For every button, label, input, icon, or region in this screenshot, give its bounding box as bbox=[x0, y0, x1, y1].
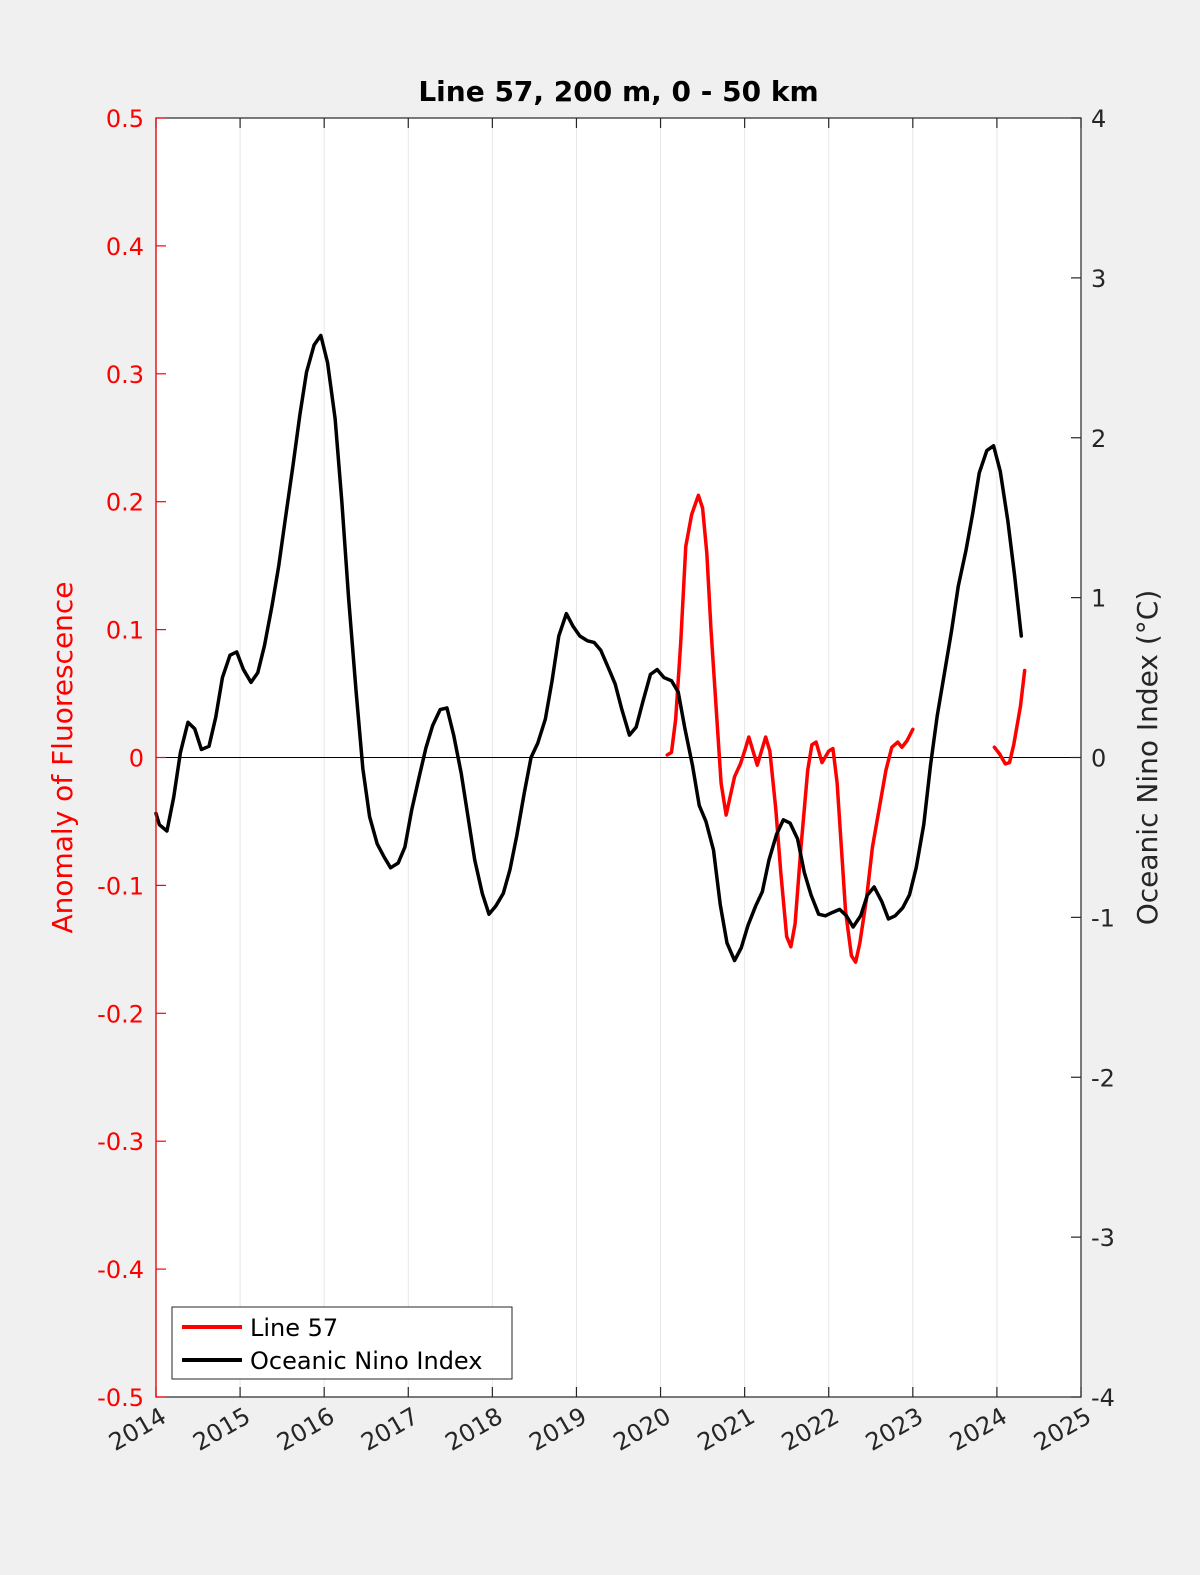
legend: Line 57 Oceanic Nino Index bbox=[171, 1306, 513, 1380]
y-right-tick-label: -2 bbox=[1091, 1064, 1115, 1092]
y-right-tick-label: 1 bbox=[1091, 585, 1106, 613]
legend-label-oni: Oceanic Nino Index bbox=[250, 1347, 482, 1375]
y-axis-right-label: Oceanic Nino Index (°C) bbox=[1131, 590, 1164, 926]
legend-label-line-57: Line 57 bbox=[250, 1314, 338, 1342]
y-left-tick-label: 0.3 bbox=[106, 361, 144, 389]
y-left-tick-label: 0.1 bbox=[106, 617, 144, 645]
y-left-tick-label: -0.2 bbox=[97, 1000, 144, 1028]
y-left-tick-label: -0.3 bbox=[97, 1128, 144, 1156]
y-left-tick-label: -0.4 bbox=[97, 1256, 144, 1284]
legend-box bbox=[171, 1306, 513, 1380]
y-right-tick-label: 2 bbox=[1091, 425, 1106, 453]
y-right-tick-label: -3 bbox=[1091, 1224, 1115, 1252]
y-right-tick-label: 4 bbox=[1091, 105, 1106, 133]
y-right-tick-label: -1 bbox=[1091, 904, 1115, 932]
y-right-tick-label: 3 bbox=[1091, 265, 1106, 293]
y-left-tick-label: 0.5 bbox=[106, 105, 144, 133]
series-line-57-segment-1 bbox=[992, 668, 1027, 766]
y-right-tick-label: 0 bbox=[1091, 745, 1106, 773]
chart-title: Line 57, 200 m, 0 - 50 km bbox=[418, 75, 818, 108]
y-left-tick-label: 0.4 bbox=[106, 233, 144, 261]
y-left-tick-label: -0.1 bbox=[97, 872, 144, 900]
y-left-tick-label: 0.2 bbox=[106, 489, 144, 517]
y-axis-left-label: Anomaly of Fluorescence bbox=[46, 581, 79, 933]
series-layer bbox=[154, 333, 1027, 964]
y-left-tick-label: 0 bbox=[129, 745, 144, 773]
series-oceanic-nino-index-segment-0 bbox=[154, 333, 1024, 963]
y-left-tick-label: -0.5 bbox=[97, 1384, 144, 1412]
y-right-tick-label: -4 bbox=[1091, 1384, 1115, 1412]
